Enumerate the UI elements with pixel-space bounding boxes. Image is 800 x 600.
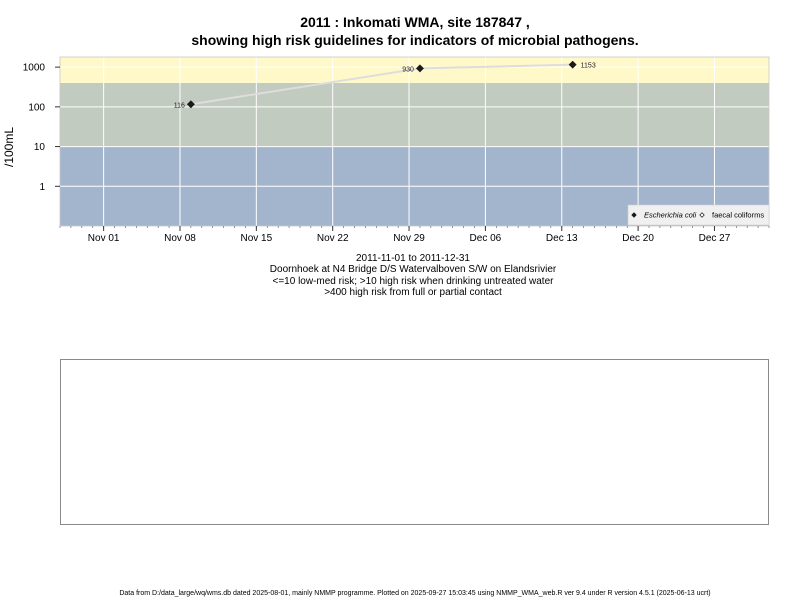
risk-band-1 [60, 82, 769, 147]
plot-frame [59, 56, 770, 227]
legend: Escherichia coli faecal coliforms [627, 204, 770, 226]
guideline-drinking-label: <=10 low-med risk; >10 high risk when dr… [272, 276, 554, 287]
y-tick-label: 1 [39, 182, 45, 193]
site-name-label: Doornhoek at N4 Bridge D/S Watervalboven… [269, 264, 557, 275]
x-tick-label: Nov 15 [240, 233, 272, 244]
data-label: 1153 [581, 63, 596, 70]
data-point [415, 64, 424, 73]
x-tick-label: Nov 22 [317, 233, 349, 244]
x-axis: Nov 01 Nov 08 Nov 15 Nov 22 Nov 29 Dec 06 Dec … [59, 226, 770, 244]
chart-title-line-2: showing high risk guidelines for indicat… [191, 32, 639, 48]
y-tick-label: 1000 [23, 63, 46, 74]
empty-plot-panel [60, 359, 769, 525]
chart-title-line-1: 2011 : Inkomati WMA, site 187847 , [300, 14, 530, 30]
risk-bands [60, 57, 769, 226]
series-layer: 116 930 1153 [174, 60, 596, 109]
legend-label-faecal: faecal coliforms [712, 211, 764, 220]
y-tick-label: 10 [34, 142, 46, 153]
data-point [568, 60, 577, 69]
data-label: 116 [174, 102, 185, 109]
legend-box [627, 204, 770, 226]
x-tick-label: Dec 13 [546, 233, 578, 244]
date-range-label: 2011-11-01 to 2011-12-31 [356, 253, 470, 264]
x-tick-label: Dec 06 [470, 233, 502, 244]
y-axis: 1 10 100 1000 [23, 63, 60, 193]
data-point [186, 100, 195, 109]
x-tick-label: Dec 20 [622, 233, 654, 244]
x-tick-label: Nov 08 [164, 233, 196, 244]
y-axis-label: /100mL [2, 127, 16, 167]
guideline-contact-label: >400 high risk from full or partial cont… [324, 287, 502, 298]
x-tick-label: Nov 01 [88, 233, 120, 244]
grid-lines [59, 56, 770, 227]
footer-note: Data from D:/data_large/wq/wms.db dated … [119, 590, 711, 597]
legend-marker-ecoli [631, 212, 637, 218]
data-label: 930 [402, 66, 414, 73]
y-tick-label: 100 [28, 102, 45, 113]
legend-marker-faecal [699, 212, 705, 218]
x-tick-label: Nov 29 [393, 233, 425, 244]
legend-label-ecoli: Escherichia coli [644, 211, 696, 220]
x-tick-label: Dec 27 [699, 233, 731, 244]
